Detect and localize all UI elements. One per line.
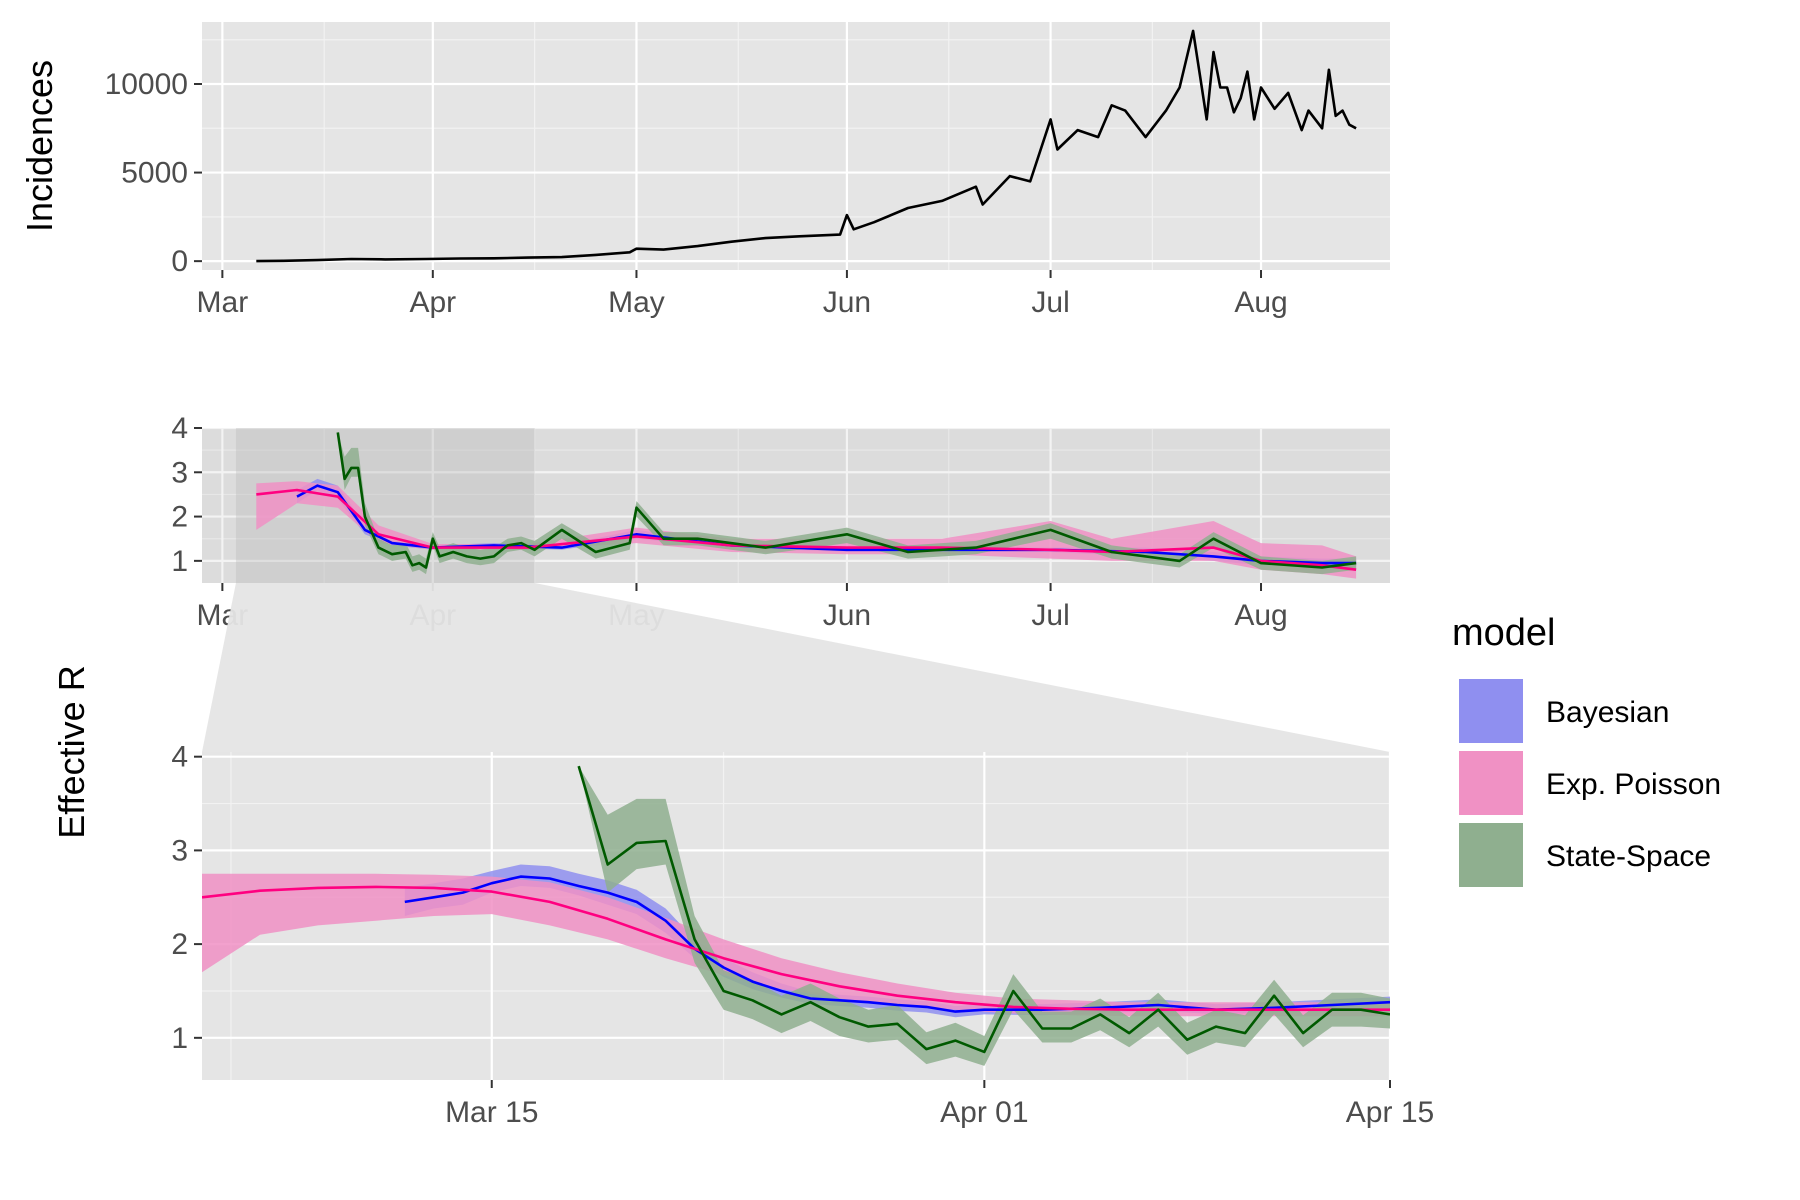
x-tick-label: Apr 01 (940, 1096, 1028, 1129)
legend-label: Exp. Poisson (1546, 768, 1721, 801)
y-tick-label: 2 (171, 928, 188, 961)
line-exp-poisson (202, 885, 1390, 1012)
bottom-data (202, 765, 1390, 1066)
x-tick-label: Aug (1234, 286, 1287, 319)
incidences-axis-title: Incidences (19, 60, 60, 232)
y-tick-label: 3 (171, 834, 188, 867)
top-panel-background (202, 22, 1390, 270)
y-tick-label: 1 (171, 1022, 188, 1055)
y-tick-label: 2 (171, 501, 188, 534)
y-tick-label: 5000 (121, 157, 188, 190)
line-state-space (577, 765, 1390, 1054)
zoom-connector-shape (202, 583, 1390, 752)
effective-r-axis-title: Effective R (51, 665, 92, 838)
line-bayesian (404, 875, 1390, 1013)
x-tick-label: Jun (823, 599, 871, 632)
x-tick-label: Apr (409, 286, 456, 319)
y-tick-label: 4 (171, 412, 188, 445)
y-tick-label: 10000 (105, 68, 188, 101)
middle-data (202, 428, 1390, 583)
zoom-connector (202, 583, 1390, 752)
ribbon-exp-poisson (202, 873, 1390, 1017)
incidences-panel: Mar Apr May Jun Jul Aug 0 5000 10000 (105, 22, 1390, 319)
effective-r-zoom-panel: Mar 15 Apr 01 Apr 15 1 2 3 4 (171, 741, 1434, 1129)
ribbon-state-space (578, 766, 1390, 1066)
y-tick-label: 3 (171, 456, 188, 489)
legend-label: State-Space (1546, 840, 1711, 873)
x-tick-label: May (608, 286, 665, 319)
line-exp-poisson (256, 488, 1357, 571)
legend-title: model (1452, 612, 1556, 654)
ribbon-bayesian (404, 864, 1390, 1018)
line-state-space (336, 432, 1357, 569)
x-tick-label: Aug (1234, 599, 1287, 632)
legend-key-bayesian (1457, 677, 1525, 745)
effective-r-overview-panel: MarAprMayJunJulAug1234 (171, 412, 1390, 632)
y-tick-label: 4 (171, 741, 188, 774)
top-data (256, 29, 1357, 263)
x-tick-label: Apr 15 (1346, 1096, 1434, 1129)
x-tick-label: Jul (1031, 286, 1069, 319)
x-tick-label: Jun (823, 286, 871, 319)
x-tick-label: Jul (1031, 599, 1069, 632)
legend-key-state-space (1457, 821, 1525, 889)
x-tick-label: Mar (197, 286, 249, 319)
y-tick-label: 0 (171, 245, 188, 278)
legend-key-exp-poisson (1457, 749, 1525, 817)
x-tick-label: Mar 15 (445, 1096, 538, 1129)
line-incidences (256, 29, 1357, 263)
legend: model Bayesian Exp. Poisson State-Space (1452, 612, 1721, 889)
ribbon-exp-poisson (256, 481, 1357, 579)
y-tick-label: 1 (171, 545, 188, 578)
legend-label: Bayesian (1546, 696, 1669, 729)
